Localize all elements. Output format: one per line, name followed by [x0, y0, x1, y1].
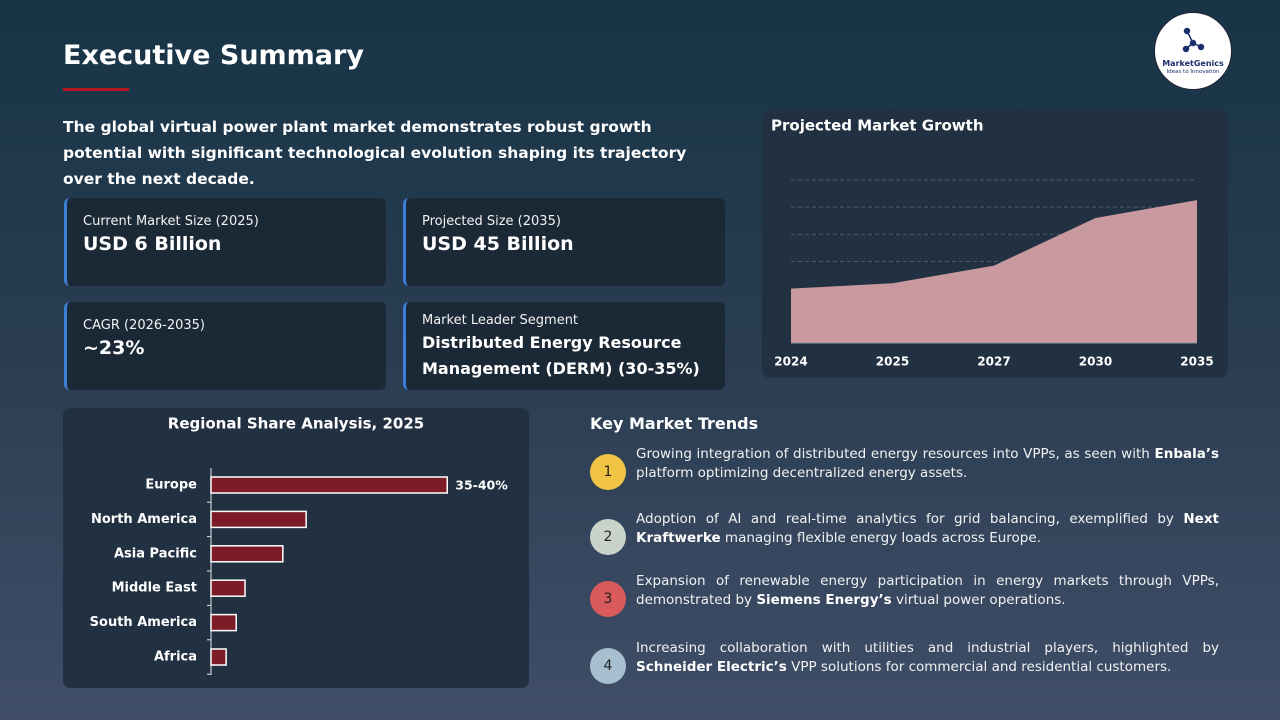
trend-number: 2 — [590, 519, 626, 555]
regional-panel — [63, 408, 529, 688]
trend-text: Increasing collaboration with utilities … — [636, 639, 1219, 677]
trend-text-part: VPP solutions for commercial and residen… — [786, 659, 1172, 675]
x-tick-label: 2025 — [876, 355, 909, 369]
card-value: ~23% — [83, 337, 145, 359]
value-label: 35-40% — [455, 478, 508, 493]
area — [791, 200, 1197, 343]
bar — [210, 510, 307, 529]
trend-company: Next Kraftwerke — [636, 511, 1219, 546]
bar — [210, 545, 284, 563]
y-tick-label: South America — [90, 615, 197, 630]
chart-title: Regional Share Analysis, 2025 — [168, 415, 424, 433]
logo-name: MarketGenics — [1162, 59, 1224, 68]
card-label: Market Leader Segment — [422, 313, 579, 328]
card-value: USD 6 Billion — [83, 233, 222, 255]
trend-number: 1 — [590, 454, 626, 490]
bar — [210, 476, 448, 494]
card-label: Projected Size (2035) — [422, 214, 561, 229]
stat-card: CAGR (2026-2035) ~23% — [64, 302, 386, 390]
trend-text-part: Expansion of renewable energy participat… — [636, 573, 1219, 608]
trend-number: 3 — [590, 581, 626, 617]
trend-item: 3 Expansion of renewable energy particip… — [590, 573, 1220, 625]
card-label: Current Market Size (2025) — [83, 214, 259, 229]
stat-card: Market Leader Segment Distributed Energy… — [403, 302, 725, 390]
trend-item: 4 Increasing collaboration with utilitie… — [590, 640, 1220, 692]
y-tick-label: Europe — [145, 478, 197, 493]
trend-text-part: Adoption of AI and real-time analytics f… — [636, 511, 1184, 527]
y-tick-label: Middle East — [112, 581, 197, 596]
trend-number: 4 — [590, 648, 626, 684]
title-underline — [63, 88, 129, 91]
logo-tagline: Ideas to Innovation — [1166, 69, 1220, 75]
chart-title: Projected Market Growth — [771, 117, 984, 135]
trend-company: Siemens Energy’s — [756, 592, 892, 608]
trend-item: 2 Adoption of AI and real-time analytics… — [590, 511, 1220, 563]
bar — [210, 613, 237, 632]
trend-text: Growing integration of distributed energ… — [636, 445, 1219, 483]
intro-text: The global virtual power plant market de… — [63, 118, 687, 188]
trend-text-part: platform optimizing decentralized energy… — [636, 465, 968, 481]
x-tick-label: 2030 — [1079, 355, 1112, 369]
trend-item: 1 Growing integration of distributed ene… — [590, 446, 1220, 498]
trend-text-part: virtual power operations. — [891, 592, 1066, 608]
trend-text-part: Growing integration of distributed energ… — [636, 446, 1155, 462]
logo: MarketGenics Ideas to Innovation — [1154, 12, 1232, 90]
logo-icon — [1182, 27, 1205, 53]
x-tick-label: 2035 — [1180, 355, 1213, 369]
bar — [210, 579, 246, 597]
trend-company: Enbala’s — [1154, 446, 1219, 462]
trends-title: Key Market Trends — [590, 414, 759, 433]
y-tick-label: Asia Pacific — [114, 546, 197, 561]
slide-title: Executive Summary — [63, 40, 364, 71]
y-tick-label: North America — [91, 512, 197, 527]
trend-text: Expansion of renewable energy participat… — [636, 572, 1219, 610]
stat-card: Current Market Size (2025) USD 6 Billion — [64, 198, 386, 286]
bar — [210, 648, 227, 666]
card-label: CAGR (2026-2035) — [83, 318, 205, 333]
x-tick-label: 2027 — [977, 355, 1010, 369]
trend-text-part: managing flexible energy loads across Eu… — [720, 530, 1041, 546]
trend-text-part: Increasing collaboration with utilities … — [636, 640, 1219, 656]
trend-company: Schneider Electric’s — [636, 659, 787, 675]
trend-text: Adoption of AI and real-time analytics f… — [636, 510, 1219, 548]
card-value: USD 45 Billion — [422, 233, 574, 255]
stat-card: Projected Size (2035) USD 45 Billion — [403, 198, 725, 286]
x-tick-label: 2024 — [774, 355, 807, 369]
card-value: Distributed Energy Resource Management (… — [422, 333, 700, 378]
y-tick-label: Africa — [154, 650, 197, 665]
